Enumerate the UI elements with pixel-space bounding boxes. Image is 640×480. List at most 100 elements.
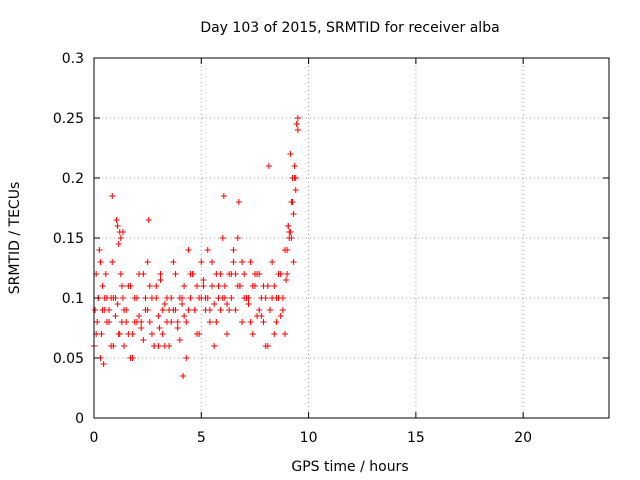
data-point: [148, 331, 155, 337]
data-point: [176, 295, 183, 301]
y-axis-label: SRMTID / TECUs: [7, 182, 23, 295]
data-point: [121, 307, 128, 313]
data-point: [123, 319, 130, 325]
data-point: [289, 199, 296, 205]
x-tick-label: 0: [90, 430, 99, 446]
data-point: [287, 151, 294, 157]
data-point: [166, 307, 173, 313]
data-point: [245, 301, 252, 307]
data-point: [234, 235, 241, 241]
data-point: [102, 271, 109, 277]
data-point: [226, 307, 233, 313]
data-point: [99, 307, 106, 313]
data-point: [181, 313, 188, 319]
data-point: [235, 199, 242, 205]
data-point: [236, 283, 243, 289]
data-point: [168, 319, 175, 325]
data-point: [288, 235, 295, 241]
data-point: [277, 313, 284, 319]
data-point: [153, 283, 160, 289]
data-point: [106, 307, 113, 313]
y-tick-label: 0.15: [53, 231, 84, 247]
data-point: [239, 259, 246, 265]
x-tick-label: 20: [514, 430, 532, 446]
data-point: [290, 259, 297, 265]
data-point: [133, 319, 140, 325]
data-point: [114, 301, 121, 307]
data-point: [293, 121, 300, 127]
data-point: [92, 307, 99, 313]
data-point: [97, 259, 104, 265]
data-point: [145, 217, 152, 223]
data-point: [283, 277, 290, 283]
data-point: [213, 319, 220, 325]
plot-frame: [93, 57, 610, 419]
data-point: [262, 295, 269, 301]
data-point: [146, 319, 153, 325]
data-point: [194, 283, 200, 289]
data-point: [157, 277, 164, 283]
data-point: [100, 361, 107, 367]
data-point: [112, 313, 119, 319]
y-tick-labels: 0 0.05 0.1 0.15 0.2 0.25 0.3: [53, 51, 84, 427]
data-point: [117, 235, 124, 241]
data-point: [202, 295, 209, 301]
data-point: [215, 283, 222, 289]
y-tick-label: 0.1: [62, 291, 84, 307]
data-points: [91, 115, 301, 379]
data-point: [176, 337, 183, 343]
data-point: [114, 223, 121, 229]
data-point: [119, 295, 126, 301]
data-point: [174, 319, 181, 325]
data-point: [159, 307, 166, 313]
grid: [94, 58, 609, 418]
data-point: [284, 271, 291, 277]
x-tick-label: 10: [300, 430, 318, 446]
data-point: [108, 295, 115, 301]
data-point: [219, 235, 226, 241]
data-point: [290, 211, 297, 217]
data-point: [98, 331, 105, 337]
data-point: [103, 319, 110, 325]
data-point: [131, 295, 138, 301]
data-point: [140, 337, 147, 343]
data-point: [172, 307, 179, 313]
y-tick-label: 0.25: [53, 111, 84, 127]
data-point: [113, 217, 120, 223]
data-point: [187, 295, 194, 301]
data-point: [239, 319, 246, 325]
data-point: [161, 343, 168, 349]
data-point: [181, 283, 188, 289]
data-point: [156, 325, 163, 331]
data-point: [178, 301, 185, 307]
data-point: [109, 193, 116, 199]
data-point: [271, 331, 278, 337]
data-point: [209, 283, 216, 289]
data-point: [269, 259, 276, 265]
data-point: [291, 175, 298, 181]
data-point: [217, 271, 224, 277]
data-point: [174, 325, 181, 331]
data-point: [161, 301, 168, 307]
data-point: [211, 343, 218, 349]
data-point: [258, 313, 265, 319]
data-point: [136, 313, 143, 319]
data-point: [269, 295, 276, 301]
data-point: [115, 241, 122, 247]
data-point: [117, 271, 124, 277]
data-point: [275, 295, 282, 301]
data-point: [206, 319, 213, 325]
data-point: [247, 259, 254, 265]
x-axis-label: GPS time / hours: [291, 459, 408, 475]
data-point: [224, 301, 231, 307]
data-point: [279, 307, 286, 313]
chart-title: Day 103 of 2015, SRMTID for receiver alb…: [200, 20, 499, 36]
data-point: [249, 283, 256, 289]
data-point: [142, 295, 149, 301]
data-point: [284, 247, 291, 253]
y-tick-label: 0.2: [62, 171, 84, 187]
data-point: [180, 373, 187, 379]
data-point: [287, 229, 294, 235]
data-point: [256, 307, 263, 313]
